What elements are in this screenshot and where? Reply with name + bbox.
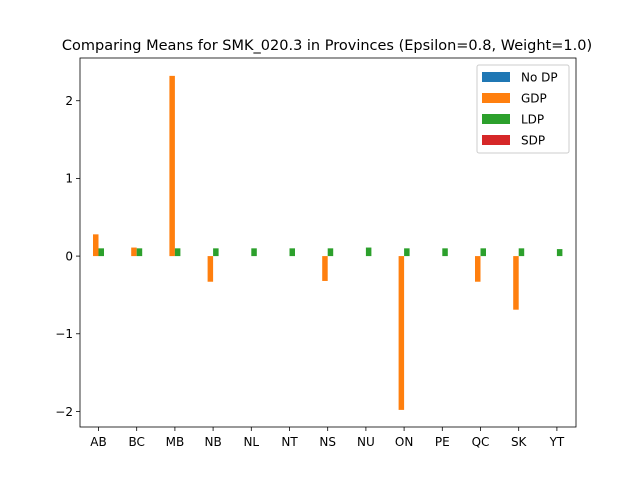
bar-gdp-nb [207,256,214,282]
bar-gdp-qc [475,256,481,282]
y-tick-label: −1 [55,327,73,341]
bar-ldp-nu [365,247,372,257]
x-tick-label: NT [281,435,298,449]
bar-gdp-ab [93,234,99,257]
x-tick-label: NS [319,435,336,449]
legend: No DP GDP LDP SDP [476,64,570,154]
y-tick-label: 0 [65,249,73,263]
y-axis: −2 −1 0 1 2 [55,94,80,419]
legend-swatch-ldp [482,114,510,124]
bar-gdp-mb [169,75,175,257]
x-tick-label: NL [243,435,259,449]
bar-ldp-sk [518,248,525,257]
bar-gdp-ns [322,256,328,281]
bar-ldp-ns [327,248,334,257]
y-tick-label: 2 [65,94,73,108]
legend-label: No DP [521,71,558,85]
bar-ldp-yt [556,249,563,257]
bar-ldp-on [404,248,410,257]
bar-ldp-ab [98,248,104,257]
x-axis: AB BC MB NB NL NT NS NU ON PE QC SK YT [90,427,565,449]
y-tick-label: 1 [65,172,73,186]
x-tick-label: MB [166,435,185,449]
legend-swatch-gdp [482,93,510,103]
bar-ldp-nb [213,248,219,257]
x-tick-label: SK [511,435,528,449]
x-tick-label: PE [435,435,450,449]
legend-swatch-sdp [482,135,510,145]
legend-label: SDP [521,134,545,148]
x-tick-label: NU [357,435,375,449]
chart-title: Comparing Means for SMK_020.3 in Provinc… [62,38,592,54]
bar-ldp-bc [136,248,143,257]
bar-gdp-sk [513,256,519,310]
y-tick-label: −2 [55,405,73,419]
bar-ldp-nl [251,248,257,257]
bar-ldp-qc [480,248,486,257]
legend-label: GDP [521,92,547,106]
legend-label: LDP [521,113,544,127]
x-tick-label: AB [90,435,106,449]
x-tick-label: QC [472,435,490,449]
bar-ldp-nt [289,248,295,257]
bars-layer [93,75,563,410]
bar-ldp-pe [442,248,448,257]
x-tick-label: NB [204,435,221,449]
bar-gdp-bc [131,247,137,257]
bar-gdp-on [398,256,405,410]
bar-ldp-mb [174,248,181,257]
legend-box [476,64,570,154]
x-tick-label: ON [395,435,413,449]
x-tick-label: YT [549,435,565,449]
x-tick-label: BC [128,435,144,449]
legend-swatch-no-dp [482,72,510,82]
